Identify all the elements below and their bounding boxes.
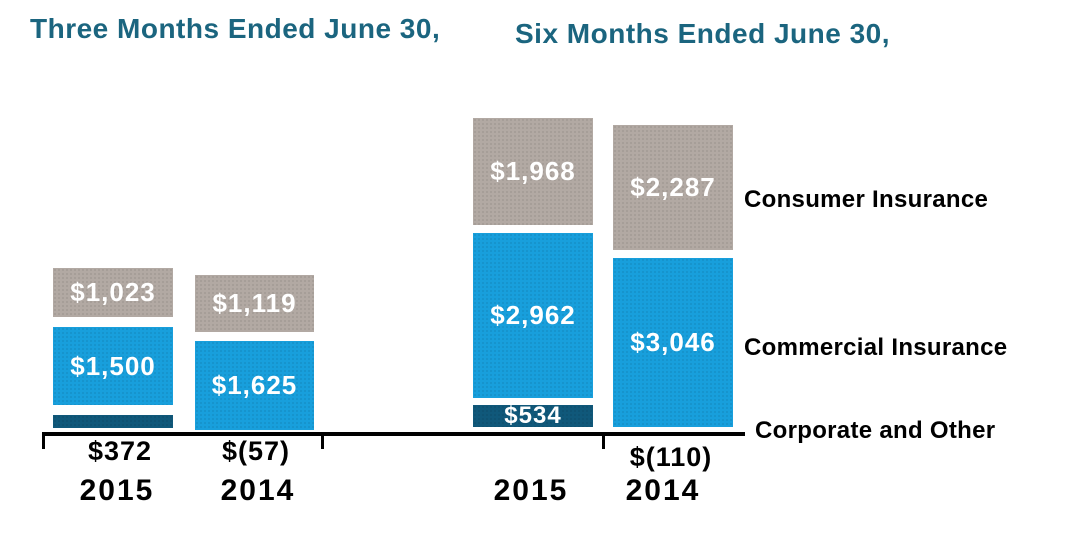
corporate-value-6m-2014: $(110) bbox=[629, 442, 713, 472]
axis-tick bbox=[321, 432, 324, 449]
category-label-3m-2015: 2015 bbox=[79, 474, 155, 507]
group-title-six-months: Six Months Ended June 30, bbox=[515, 18, 891, 49]
bar-3m-2014-consumer-segment: $1,119 bbox=[195, 275, 314, 332]
legend-label-commercial-insurance: Commercial Insurance bbox=[744, 334, 1008, 361]
segment-value-label: $1,023 bbox=[70, 277, 156, 307]
bar-6m-2015-corporate-segment: $534 bbox=[473, 402, 593, 429]
segment-value-label: $1,119 bbox=[212, 288, 297, 318]
x-axis-line bbox=[42, 432, 745, 436]
group-title-three-months: Three Months Ended June 30, bbox=[30, 13, 441, 44]
segment-value-label: $1,968 bbox=[490, 156, 576, 186]
segment-value-label: $1,500 bbox=[70, 350, 156, 381]
category-label-6m-2014: 2014 bbox=[625, 474, 701, 507]
bar-6m-2015-commercial-segment: $2,962 bbox=[473, 233, 593, 398]
axis-tick bbox=[602, 432, 605, 449]
axis-tick bbox=[42, 432, 45, 449]
bar-6m-2014-commercial-segment: $3,046 bbox=[613, 258, 733, 427]
corporate-value-3m-2014: $(57) bbox=[221, 436, 291, 466]
bar-3m-2014-commercial-segment: $1,625 bbox=[195, 341, 314, 430]
legend-label-consumer-insurance: Consumer Insurance bbox=[744, 186, 989, 213]
bar-3m-2015-commercial-segment: $1,500 bbox=[53, 327, 173, 405]
segment-value-label: $1,625 bbox=[211, 370, 298, 400]
segment-value-label: $2,287 bbox=[630, 172, 716, 202]
segment-value-label: $3,046 bbox=[630, 327, 716, 357]
segment-value-label: $2,962 bbox=[490, 300, 576, 330]
legend-label-corporate-and-other: Corporate and Other bbox=[755, 417, 996, 444]
category-label-3m-2014: 2014 bbox=[220, 474, 296, 507]
corporate-value-3m-2015: $372 bbox=[87, 436, 153, 466]
bar-6m-2015-consumer-segment: $1,968 bbox=[473, 118, 593, 225]
bar-3m-2015-consumer-segment: $1,023 bbox=[53, 268, 173, 317]
bar-6m-2014-consumer-segment: $2,287 bbox=[613, 125, 733, 250]
bar-3m-2015-corporate-segment bbox=[53, 415, 173, 428]
segment-value-label: $534 bbox=[504, 402, 562, 429]
category-label-6m-2015: 2015 bbox=[493, 474, 569, 507]
